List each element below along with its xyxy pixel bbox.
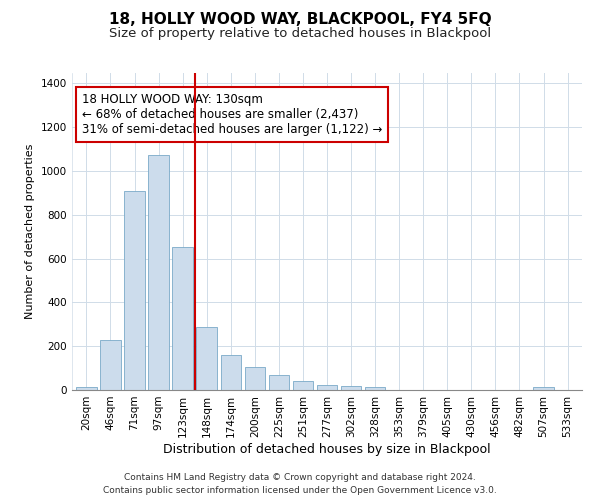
- Bar: [269, 375, 289, 390]
- Bar: [76, 386, 97, 390]
- Bar: [124, 190, 145, 390]
- Bar: [172, 246, 193, 390]
- Text: Contains HM Land Registry data © Crown copyright and database right 2024.
Contai: Contains HM Land Registry data © Crown c…: [103, 473, 497, 495]
- Y-axis label: Number of detached properties: Number of detached properties: [25, 144, 35, 319]
- Bar: [245, 366, 265, 390]
- Bar: [100, 340, 121, 390]
- Text: Size of property relative to detached houses in Blackpool: Size of property relative to detached ho…: [109, 28, 491, 40]
- Bar: [365, 386, 385, 390]
- Bar: [317, 385, 337, 390]
- X-axis label: Distribution of detached houses by size in Blackpool: Distribution of detached houses by size …: [163, 442, 491, 456]
- Bar: [293, 381, 313, 390]
- Text: 18 HOLLY WOOD WAY: 130sqm
← 68% of detached houses are smaller (2,437)
31% of se: 18 HOLLY WOOD WAY: 130sqm ← 68% of detac…: [82, 93, 383, 136]
- Text: 18, HOLLY WOOD WAY, BLACKPOOL, FY4 5FQ: 18, HOLLY WOOD WAY, BLACKPOOL, FY4 5FQ: [109, 12, 491, 28]
- Bar: [148, 154, 169, 390]
- Bar: [533, 388, 554, 390]
- Bar: [221, 356, 241, 390]
- Bar: [196, 326, 217, 390]
- Bar: [341, 386, 361, 390]
